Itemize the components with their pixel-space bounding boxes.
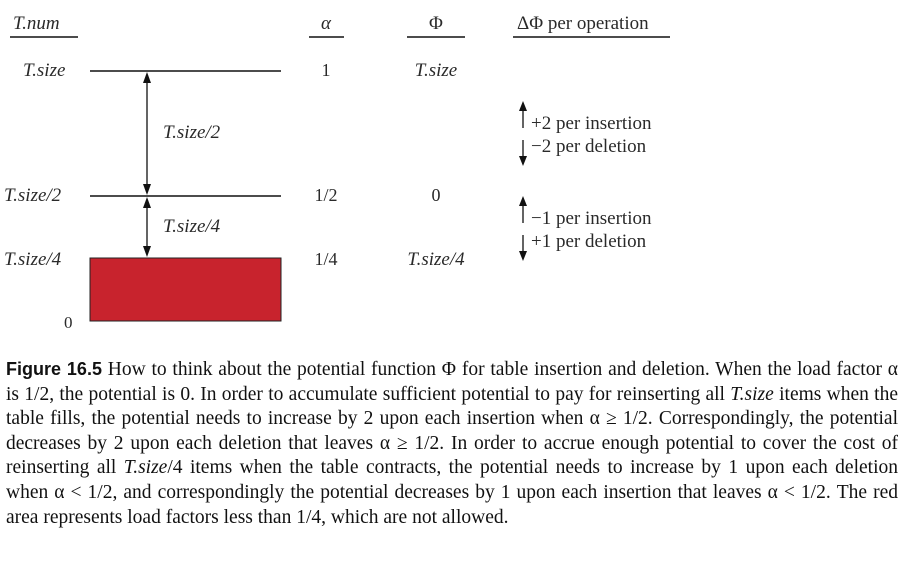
span-arrow-upper	[143, 72, 151, 195]
delta-upper-insertion: +2 per insertion	[531, 113, 652, 134]
row-tsize-label: T.size	[23, 60, 65, 81]
row-quarter-alpha: 1/4	[314, 249, 337, 269]
caption-text-1: How to think about the potential functio…	[6, 359, 898, 405]
delta-lower-deletion: +1 per deletion	[531, 231, 647, 252]
row-half-alpha: 1/2	[314, 185, 337, 205]
caption-tsize-1: T.size	[730, 383, 774, 405]
row-tsize-alpha: 1	[322, 60, 331, 80]
row-quarter-phi: T.size/4	[407, 249, 465, 270]
row-zero-label: 0	[64, 313, 73, 332]
delta-arrows-upper	[519, 101, 527, 166]
potential-diagram: T.num α Φ ΔΦ per operation T.size 1 T.si…	[4, 13, 670, 332]
delta-lower-insertion: −1 per insertion	[531, 208, 652, 229]
span-label-upper: T.size/2	[163, 122, 221, 143]
header-tnum: T.num	[13, 13, 60, 34]
row-half-label: T.size/2	[4, 185, 62, 206]
caption-text-2: items when the table fills, the potentia…	[6, 383, 899, 479]
delta-upper-deletion: −2 per deletion	[531, 136, 647, 157]
delta-arrows-lower	[519, 196, 527, 261]
forbidden-region	[89, 257, 282, 322]
row-tsize-phi: T.size	[415, 60, 457, 81]
header-alpha: α	[321, 13, 332, 34]
header-phi: Φ	[429, 13, 443, 34]
row-half-phi: 0	[432, 185, 441, 205]
header-delta: ΔΦ per operation	[517, 13, 649, 34]
caption-tsize-2: T.size	[123, 457, 168, 479]
span-label-lower: T.size/4	[163, 216, 221, 237]
row-quarter-label: T.size/4	[4, 249, 62, 270]
caption-label: Figure 16.5	[6, 359, 102, 379]
span-arrow-lower	[143, 197, 151, 257]
figure-caption: Figure 16.5 How to think about the poten…	[6, 357, 898, 530]
caption-text-3: /4 items when the table contracts, the p…	[6, 457, 898, 528]
